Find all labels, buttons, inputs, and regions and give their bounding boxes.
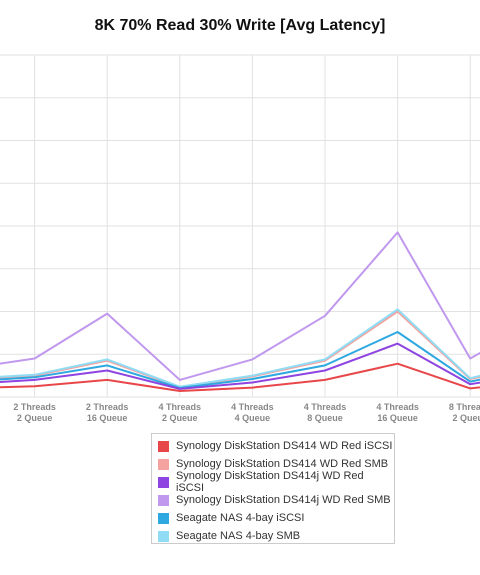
x-tick-label: 4 Threads (304, 402, 347, 412)
x-tick-label: 4 Threads (231, 402, 274, 412)
legend-item[interactable]: Synology DiskStation DS414j WD Red iSCSI (158, 470, 394, 494)
series-line-2 (0, 342, 480, 390)
x-tick-label: 4 Threads (159, 402, 202, 412)
legend-swatch (158, 530, 169, 542)
legend-label: Synology DiskStation DS414 WD Red SMB (176, 458, 389, 470)
x-tick-label: 2 Queue (452, 413, 480, 423)
legend-swatch (158, 494, 169, 506)
legend-item[interactable]: Synology DiskStation DS414 WD Red SMB (158, 455, 394, 473)
x-tick-label: 4 Queue (235, 413, 271, 423)
series-line-0 (0, 362, 480, 392)
legend-item[interactable]: Synology DiskStation DS414j WD Red SMB (158, 491, 394, 509)
x-tick-label: 2 Queue (17, 413, 53, 423)
legend-swatch (158, 476, 169, 488)
x-tick-label: 2 Threads (86, 402, 129, 412)
x-tick-label: 16 Queue (377, 413, 418, 423)
legend-item[interactable]: Seagate NAS 4-bay SMB (158, 527, 394, 545)
x-tick-label: 8 Threads (449, 402, 480, 412)
legend-swatch (158, 512, 169, 524)
legend-label: Synology DiskStation DS414j WD Red SMB (176, 494, 391, 506)
series-line-4 (0, 331, 480, 389)
series-lines (0, 231, 480, 392)
legend-swatch (158, 458, 169, 470)
x-tick-label: 4 Threads (376, 402, 419, 412)
series-line-1 (0, 310, 480, 389)
legend: Synology DiskStation DS414 WD Red iSCSI S… (151, 433, 395, 544)
legend-label: Seagate NAS 4-bay iSCSI (176, 512, 305, 524)
series-line-3 (0, 231, 480, 381)
legend-item[interactable]: Seagate NAS 4-bay iSCSI (158, 509, 394, 527)
legend-label: Seagate NAS 4-bay SMB (176, 530, 301, 542)
series-line-5 (0, 308, 480, 388)
chart-title: 8K 70% Read 30% Write [Avg Latency] (94, 17, 386, 34)
x-tick-label: 2 Threads (13, 402, 56, 412)
x-tick-label: 8 Queue (307, 413, 343, 423)
x-tick-label: 2 Queue (162, 413, 198, 423)
legend-label: Synology DiskStation DS414j WD Red iSCSI (175, 470, 364, 494)
legend-item[interactable]: Synology DiskStation DS414 WD Red iSCSI (158, 437, 394, 455)
legend-label: Synology DiskStation DS414 WD Red iSCSI (176, 440, 393, 452)
legend-swatch (158, 440, 169, 452)
x-tick-label: 16 Queue (87, 413, 128, 423)
grid-lines (0, 54, 480, 398)
